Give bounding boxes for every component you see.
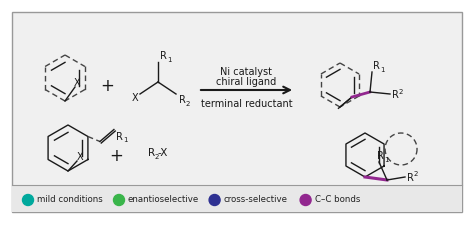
Circle shape [300, 194, 311, 206]
Text: X: X [77, 152, 83, 162]
FancyBboxPatch shape [12, 12, 462, 212]
Text: enantioselective: enantioselective [128, 195, 199, 205]
Circle shape [22, 194, 34, 206]
Text: X: X [73, 78, 80, 88]
Text: +: + [100, 77, 114, 95]
Text: R: R [179, 95, 186, 105]
Text: 1: 1 [167, 57, 172, 63]
Text: 1: 1 [123, 137, 128, 144]
Text: terminal reductant: terminal reductant [201, 99, 292, 109]
Text: 2: 2 [155, 154, 159, 160]
Circle shape [113, 194, 125, 206]
Text: 2: 2 [186, 101, 191, 107]
Text: R: R [116, 131, 123, 142]
Text: R: R [392, 90, 399, 100]
Text: R: R [373, 61, 380, 71]
Text: 2: 2 [399, 89, 403, 95]
Text: 1: 1 [380, 67, 384, 73]
Text: cross-selective: cross-selective [224, 195, 288, 205]
Text: R: R [148, 148, 155, 158]
Text: chiral ligand: chiral ligand [216, 77, 277, 87]
Text: +: + [109, 147, 123, 165]
Text: mild conditions: mild conditions [37, 195, 103, 205]
Text: Ni catalyst: Ni catalyst [220, 67, 273, 77]
Text: X: X [132, 93, 138, 103]
Text: R: R [407, 173, 414, 183]
Text: 1: 1 [384, 157, 389, 163]
FancyBboxPatch shape [12, 185, 462, 212]
Text: -X: -X [158, 148, 168, 158]
Circle shape [209, 194, 220, 206]
Text: 2: 2 [414, 171, 419, 177]
Text: R: R [377, 151, 384, 161]
Text: C–C bonds: C–C bonds [315, 195, 360, 205]
Text: R: R [160, 51, 167, 61]
